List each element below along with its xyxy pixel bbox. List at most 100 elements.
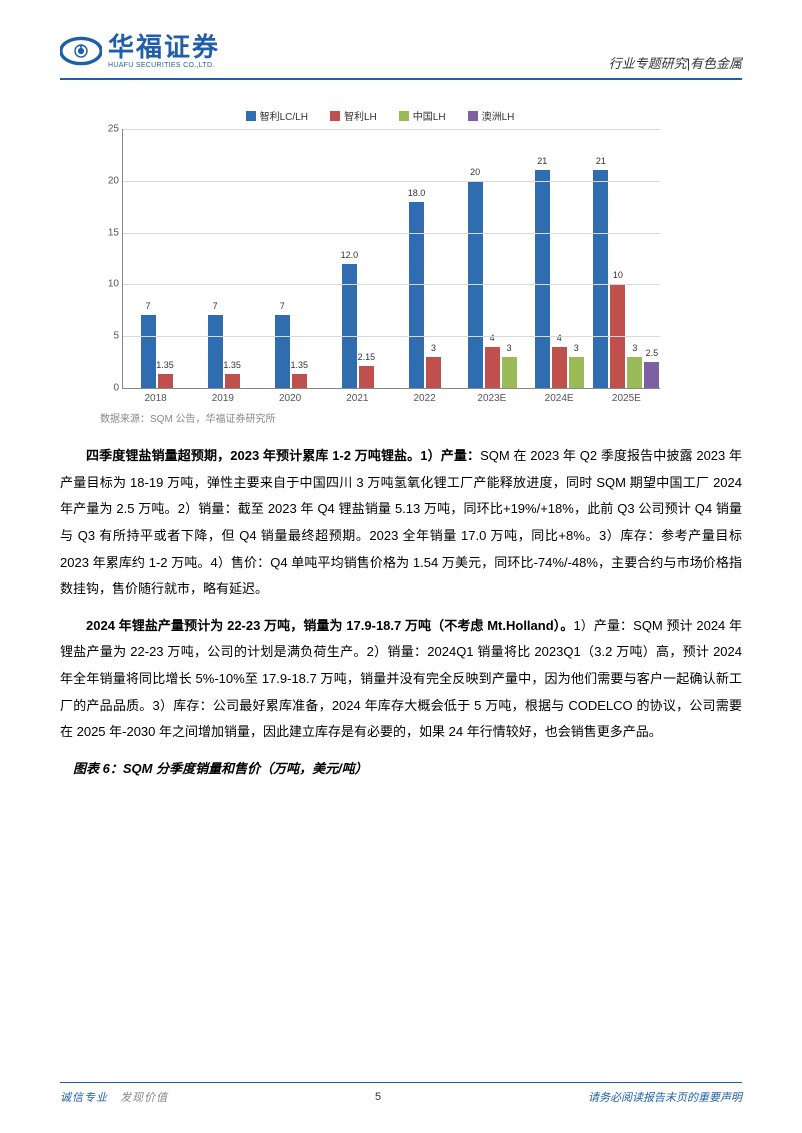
bar: 1.35 — [292, 374, 307, 388]
bar: 2.15 — [359, 366, 374, 388]
bar-value-label: 21 — [596, 156, 606, 166]
footer-right: 请务必阅读报告末页的重要声明 — [588, 1089, 742, 1105]
bar-value-label: 4 — [557, 333, 562, 343]
swirl-icon — [60, 30, 102, 72]
p1-lead: 四季度锂盐销量超预期，2023 年预计累库 1-2 万吨锂盐。1）产量： — [86, 448, 480, 463]
legend-label: 中国LH — [413, 108, 446, 123]
bar: 21 — [593, 170, 608, 388]
xtick-label: 2019 — [189, 389, 256, 404]
p1-body: SQM 在 2023 年 Q2 季度报告中披露 2023 年产量目标为 18-1… — [60, 448, 742, 596]
legend-swatch — [399, 111, 409, 121]
bar: 3 — [502, 357, 517, 388]
bar-value-label: 7 — [280, 301, 285, 311]
p2-body: 1）产量：SQM 预计 2024 年锂盐产量为 22-23 万吨，公司的计划是满… — [60, 618, 742, 740]
bar: 4 — [485, 347, 500, 388]
bar-value-label: 1.35 — [291, 360, 309, 370]
bar: 18.0 — [409, 202, 424, 388]
bar-group: 211032.5 — [593, 129, 660, 388]
ytick-label: 25 — [101, 124, 119, 135]
bar: 21 — [535, 170, 550, 388]
page-footer: 诚信专业 发现价值 5 请务必阅读报告末页的重要声明 — [60, 1082, 742, 1105]
bar-group: 2043 — [459, 129, 526, 388]
bar: 1.35 — [158, 374, 173, 388]
xtick-label: 2024E — [526, 389, 593, 404]
bar: 7 — [275, 315, 290, 388]
ytick-label: 5 — [101, 331, 119, 342]
legend-item: 澳洲LH — [468, 108, 515, 123]
bar-value-label: 20 — [470, 167, 480, 177]
bar: 3 — [426, 357, 441, 388]
bar-value-label: 4 — [490, 333, 495, 343]
bar: 4 — [552, 347, 567, 388]
logo-text-en: HUAFU SECURITIES CO.,LTD. — [108, 62, 220, 69]
gridline — [123, 336, 660, 337]
bar: 1.35 — [225, 374, 240, 388]
legend-label: 澳洲LH — [482, 108, 515, 123]
xtick-label: 2025E — [593, 389, 660, 404]
paragraph-1: 四季度锂盐销量超预期，2023 年预计累库 1-2 万吨锂盐。1）产量：SQM … — [60, 443, 742, 603]
logo-text-cn: 华福证券 — [108, 34, 220, 60]
xtick-label: 2023E — [458, 389, 525, 404]
xtick-label: 2020 — [257, 389, 324, 404]
bar-value-label: 21 — [537, 156, 547, 166]
figure-caption: 图表 6：SQM 分季度销量和售价（万吨，美元/吨） — [60, 756, 742, 783]
ytick-label: 20 — [101, 175, 119, 186]
gridline — [123, 233, 660, 234]
chart-plot: 71.3571.3571.3512.02.1518.03204321432110… — [122, 129, 660, 389]
legend-label: 智利LH — [344, 108, 377, 123]
footer-left-a: 诚信专业 — [60, 1092, 108, 1104]
chart-xaxis: 201820192020202120222023E2024E2025E — [122, 389, 660, 404]
bar-value-label: 3 — [632, 343, 637, 353]
bar-chart: 智利LC/LH智利LH中国LH澳洲LH 71.3571.3571.3512.02… — [100, 108, 660, 404]
legend-item: 智利LH — [330, 108, 377, 123]
gridline — [123, 284, 660, 285]
bar: 3 — [627, 357, 642, 388]
bar-value-label: 3 — [507, 343, 512, 353]
legend-swatch — [246, 111, 256, 121]
bar-group: 2143 — [526, 129, 593, 388]
bar-value-label: 2.5 — [646, 348, 659, 358]
bar-group: 71.35 — [190, 129, 257, 388]
bar-value-label: 1.35 — [156, 360, 174, 370]
bar-value-label: 1.35 — [223, 360, 241, 370]
legend-swatch — [330, 111, 340, 121]
legend-item: 智利LC/LH — [246, 108, 308, 123]
legend-swatch — [468, 111, 478, 121]
bar-value-label: 18.0 — [408, 188, 426, 198]
bar-group: 71.35 — [257, 129, 324, 388]
page-number: 5 — [375, 1091, 381, 1103]
header-rule — [60, 78, 742, 80]
bar: 3 — [569, 357, 584, 388]
chart-legend: 智利LC/LH 智利LH 中国LH 澳洲LH — [100, 108, 660, 123]
bar-group: 12.0 2.15 — [324, 129, 391, 388]
bar: 2.5 — [644, 362, 659, 388]
legend-item: 中国LH — [399, 108, 446, 123]
footer-left-b: 发现价值 — [120, 1092, 168, 1104]
bar-value-label: 12.0 — [341, 250, 359, 260]
bar-group: 18.03 — [392, 129, 459, 388]
bar: 7 — [141, 315, 156, 388]
bar-value-label: 3 — [574, 343, 579, 353]
bar-value-label: 7 — [213, 301, 218, 311]
xtick-label: 2022 — [391, 389, 458, 404]
bar-value-label: 7 — [146, 301, 151, 311]
header-category: 行业专题研究|有色金属 — [609, 53, 742, 72]
xtick-label: 2021 — [324, 389, 391, 404]
bar-value-label: 10 — [613, 270, 623, 280]
gridline — [123, 129, 660, 130]
ytick-label: 0 — [101, 383, 119, 394]
ytick-label: 15 — [101, 227, 119, 238]
bar: 7 — [208, 315, 223, 388]
p2-lead: 2024 年锂盐产量预计为 22-23 万吨，销量为 17.9-18.7 万吨（… — [86, 618, 573, 633]
ytick-label: 10 — [101, 279, 119, 290]
bar-value-label: 2.15 — [358, 352, 376, 362]
bar-value-label: 3 — [431, 343, 436, 353]
xtick-label: 2018 — [122, 389, 189, 404]
legend-label: 智利LC/LH — [260, 108, 308, 123]
footer-rule — [60, 1082, 742, 1083]
logo: 华福证券 HUAFU SECURITIES CO.,LTD. — [60, 30, 220, 72]
footer-left: 诚信专业 发现价值 — [60, 1089, 168, 1105]
gridline — [123, 181, 660, 182]
chart-source: 数据来源：SQM 公告，华福证券研究所 — [100, 410, 742, 425]
bar-group: 71.35 — [123, 129, 190, 388]
